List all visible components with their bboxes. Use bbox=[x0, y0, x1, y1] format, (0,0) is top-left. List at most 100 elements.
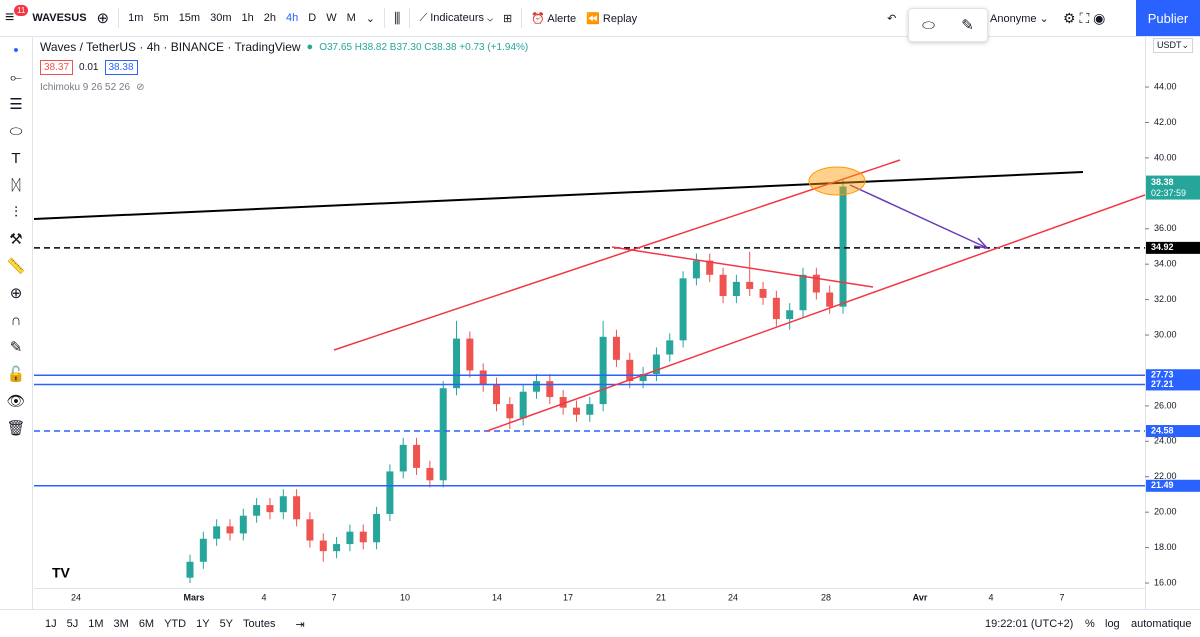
candle-body bbox=[759, 288, 767, 298]
shape-tool[interactable]: ⬭ bbox=[9, 123, 23, 140]
settings[interactable]: ⚙ ⛶ ◉ bbox=[1063, 9, 1106, 26]
undo[interactable]: ↶ bbox=[887, 12, 897, 25]
level-tag-label: 24.58 bbox=[1151, 425, 1174, 435]
price-tag bbox=[1146, 175, 1200, 200]
channel-upper[interactable] bbox=[333, 159, 901, 351]
delete-tool[interactable]: 🗑 bbox=[6, 420, 26, 437]
channel-lower[interactable] bbox=[486, 194, 1146, 432]
interval-button[interactable]: M bbox=[346, 12, 356, 24]
draw-mode[interactable]: ✎ bbox=[9, 339, 23, 356]
ask[interactable]: 38.38 bbox=[104, 59, 138, 75]
symbol[interactable]: WAVESUS bbox=[32, 12, 87, 24]
interval-button[interactable]: 1h bbox=[241, 12, 254, 24]
x-tick-label: 4 bbox=[261, 592, 266, 602]
currency-label: USDT bbox=[1157, 40, 1182, 50]
level-tag-label: 34.92 bbox=[1151, 242, 1174, 252]
range-button[interactable]: 5J bbox=[66, 618, 79, 630]
level-tag bbox=[1146, 425, 1200, 438]
candle-body bbox=[799, 274, 807, 311]
trend-line[interactable] bbox=[33, 171, 1084, 220]
menu-button[interactable]: ≡ 11 bbox=[0, 5, 29, 27]
magnet-tool[interactable]: ∩ bbox=[10, 312, 22, 329]
layouts[interactable]: ⊞ bbox=[503, 12, 513, 25]
candle-body bbox=[186, 561, 194, 578]
candle-body bbox=[213, 526, 221, 539]
highlight-ellipse[interactable] bbox=[808, 166, 866, 196]
forecast-tool[interactable]: ⫶ bbox=[14, 204, 18, 221]
hide-indicator[interactable]: ⊘ bbox=[136, 81, 145, 93]
candle-body bbox=[666, 340, 674, 355]
level-tag-label: 27.21 bbox=[1151, 379, 1174, 389]
add-symbol[interactable]: ⊕ bbox=[96, 10, 110, 27]
candle-body bbox=[786, 310, 794, 320]
brush-tool[interactable]: ✎ bbox=[961, 17, 974, 34]
range-button[interactable]: 6M bbox=[138, 618, 155, 630]
y-tick-label: 22.00 bbox=[1154, 471, 1177, 481]
x-tick-label: 10 bbox=[400, 592, 410, 602]
interval-button[interactable]: 30m bbox=[210, 12, 232, 24]
candle-body bbox=[772, 297, 780, 320]
text-tool[interactable]: T bbox=[11, 150, 21, 167]
interval-button[interactable]: W bbox=[326, 12, 337, 24]
lock-tool[interactable]: 🔓 bbox=[6, 366, 26, 383]
bid[interactable]: 38.37 bbox=[40, 59, 74, 75]
interval-button[interactable]: 4h bbox=[286, 12, 299, 24]
range-button[interactable]: 1Y bbox=[196, 618, 210, 630]
clock[interactable]: 19:22:01 (UTC+2) bbox=[985, 618, 1074, 630]
range-button[interactable]: 3M bbox=[113, 618, 129, 630]
x-tick-label: 14 bbox=[492, 592, 502, 602]
bottom-bar: 1J 5J 1M 3M 6M YTD 1Y 5Y Toutes ⇥ 19:22:01 (UTC+… bbox=[0, 609, 1200, 637]
publish-button[interactable]: Publier bbox=[1136, 0, 1200, 36]
measure-tool[interactable]: 📏 bbox=[6, 258, 26, 275]
log-toggle[interactable]: log bbox=[1105, 618, 1120, 630]
x-tick-label: 24 bbox=[728, 592, 738, 602]
indicators[interactable]: ⟋ Indicateurs ⌄ bbox=[419, 11, 494, 24]
range-button[interactable]: 1J bbox=[45, 618, 57, 630]
ellipse-tool[interactable]: ⬭ bbox=[922, 16, 935, 34]
tv-logo: TV bbox=[52, 565, 71, 581]
separator bbox=[409, 8, 411, 28]
pattern-tool[interactable]: ᛞ bbox=[11, 177, 21, 194]
range-button[interactable]: YTD bbox=[164, 618, 187, 630]
level-tag bbox=[1146, 369, 1200, 382]
x-tick-label: 28 bbox=[821, 592, 831, 602]
candle-body bbox=[559, 397, 567, 408]
auto-toggle[interactable]: automatique bbox=[1131, 618, 1192, 630]
user[interactable]: Anonyme ⌄ bbox=[990, 12, 1049, 25]
candle-body bbox=[399, 444, 407, 472]
drawing-toolbar: ⬭ ✎ bbox=[908, 8, 988, 42]
descending-line[interactable] bbox=[611, 246, 874, 288]
interval-button[interactable]: 15m bbox=[178, 12, 201, 24]
x-tick-label: 4 bbox=[988, 592, 993, 602]
candle-body bbox=[239, 515, 247, 534]
candle-body bbox=[826, 292, 834, 307]
spread: 0.01 bbox=[79, 61, 99, 73]
replay[interactable]: ⏪ Replay bbox=[586, 12, 638, 25]
candle-body bbox=[226, 526, 234, 534]
interval-button[interactable]: D bbox=[308, 12, 317, 24]
currency-selector[interactable]: USDT⌄ bbox=[1153, 38, 1194, 53]
range-button[interactable]: 1M bbox=[88, 618, 104, 630]
line-tool[interactable]: ⟜ bbox=[9, 69, 22, 86]
range-button[interactable]: 5Y bbox=[219, 618, 234, 630]
candle-body bbox=[639, 374, 647, 382]
interval-button[interactable]: 2h bbox=[263, 12, 276, 24]
ranges: 1J 5J 1M 3M 6M YTD 1Y 5Y Toutes bbox=[40, 618, 280, 630]
candle-body bbox=[626, 359, 634, 382]
x-tick-label: Avr bbox=[913, 592, 928, 602]
date-range[interactable]: ⇥ bbox=[295, 618, 305, 631]
icon-tool[interactable]: ⚒ bbox=[9, 231, 23, 248]
fib-tool[interactable]: ☰ bbox=[9, 96, 23, 113]
chart-type[interactable]: ⫼ bbox=[393, 9, 401, 26]
cursor-tool[interactable]: • bbox=[13, 42, 19, 59]
percent-toggle[interactable]: % bbox=[1085, 618, 1095, 630]
interval-button[interactable]: 5m bbox=[153, 12, 169, 24]
hide-tool[interactable]: 👁 bbox=[6, 393, 26, 410]
zoom-tool[interactable]: ⊕ bbox=[9, 285, 23, 302]
interval-button[interactable]: 1m bbox=[128, 12, 144, 24]
arrow[interactable] bbox=[849, 184, 986, 248]
interval-dropdown[interactable]: ⌄ bbox=[365, 12, 375, 25]
alert[interactable]: ⏰ Alerte bbox=[531, 12, 577, 25]
y-tick-label: 20.00 bbox=[1154, 507, 1177, 517]
range-button[interactable]: Toutes bbox=[243, 618, 276, 630]
